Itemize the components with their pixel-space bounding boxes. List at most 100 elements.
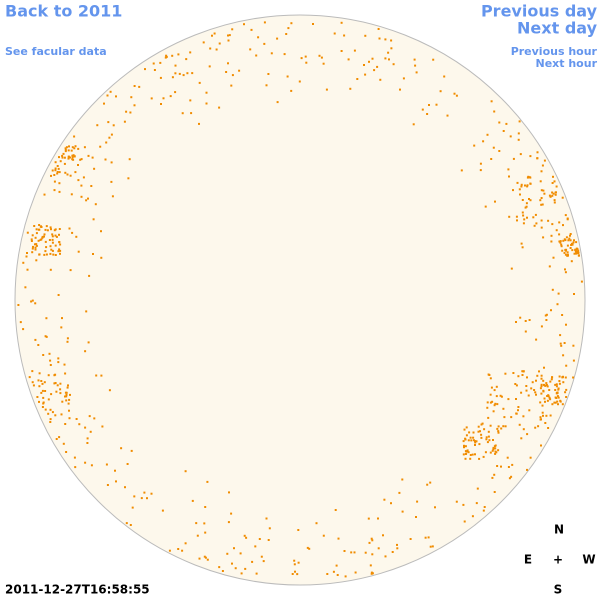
facula (63, 156, 66, 159)
facula (384, 38, 387, 41)
facula (67, 402, 70, 405)
facula (49, 359, 52, 362)
facula (462, 453, 465, 456)
previous-hour-link[interactable]: Previous hour (511, 45, 598, 58)
facula (52, 253, 55, 256)
facula (53, 189, 56, 192)
facula (181, 112, 184, 115)
facula (443, 75, 446, 78)
facula (40, 380, 43, 382)
facula (336, 574, 339, 576)
facula (178, 72, 181, 75)
facula (557, 403, 559, 406)
facula (133, 495, 136, 498)
next-day-link[interactable]: Next day (517, 19, 598, 38)
facula (42, 396, 45, 399)
facula (77, 147, 80, 150)
facula (491, 400, 494, 403)
facula (255, 572, 258, 575)
facula (540, 203, 543, 206)
next-hour-link[interactable]: Next hour (536, 57, 598, 70)
previous-day-link[interactable]: Previous day (481, 2, 598, 21)
facula (77, 164, 79, 166)
facula (287, 27, 290, 30)
facula (390, 47, 393, 50)
facula (71, 146, 74, 149)
facula (54, 234, 57, 237)
facula (371, 539, 374, 542)
facula (529, 199, 532, 202)
facula (574, 248, 577, 251)
facula (41, 382, 44, 385)
facula (540, 392, 543, 395)
facula (57, 167, 60, 170)
facula (255, 54, 258, 57)
facula (31, 381, 34, 384)
facula (34, 248, 37, 251)
facula (540, 377, 543, 380)
facula (74, 466, 77, 469)
facula (566, 217, 569, 220)
facula (80, 158, 83, 161)
facula (105, 141, 108, 144)
facula (225, 71, 228, 73)
facula (47, 374, 50, 377)
facula (572, 376, 575, 379)
facula (56, 172, 59, 175)
facula (551, 223, 554, 226)
facula (564, 253, 567, 256)
facula (286, 75, 289, 78)
facula (498, 150, 501, 152)
facula (552, 256, 555, 259)
facula (560, 245, 563, 248)
facula (228, 34, 231, 37)
facula (45, 225, 48, 228)
facula (562, 354, 565, 357)
facula (189, 51, 192, 54)
facula (463, 446, 465, 449)
facula (487, 435, 490, 438)
facula (512, 157, 515, 160)
back-link[interactable]: Back to 2011 (5, 2, 122, 21)
facula (251, 560, 254, 563)
facula (125, 522, 128, 525)
facula (549, 195, 552, 198)
facula (364, 73, 367, 76)
facula (556, 395, 559, 398)
facula (573, 293, 575, 295)
facula (471, 453, 474, 456)
facula (144, 68, 146, 71)
facula (496, 403, 499, 406)
facula (126, 463, 129, 465)
facula (532, 216, 535, 219)
facula (112, 124, 115, 127)
facula (537, 425, 540, 428)
facula (103, 102, 105, 105)
facula (580, 280, 583, 283)
facula (160, 103, 162, 105)
facula (401, 510, 404, 513)
facula (45, 317, 48, 320)
facula (65, 399, 68, 402)
facula (483, 506, 486, 508)
facula (489, 377, 492, 380)
facula (185, 58, 188, 61)
facula (127, 177, 130, 180)
facula (494, 402, 497, 405)
facula (54, 382, 57, 384)
facula (50, 393, 53, 396)
facula (218, 42, 221, 45)
facula (387, 51, 390, 54)
facula (377, 28, 380, 30)
facula (364, 551, 367, 554)
facula (535, 393, 537, 396)
facula (84, 426, 87, 429)
facula (480, 436, 483, 439)
facula (493, 110, 496, 113)
facula (565, 236, 568, 239)
facula (54, 167, 57, 170)
facula (524, 184, 526, 187)
facula (297, 529, 300, 531)
facular-data-link[interactable]: See facular data (5, 45, 107, 58)
facula (343, 550, 346, 552)
